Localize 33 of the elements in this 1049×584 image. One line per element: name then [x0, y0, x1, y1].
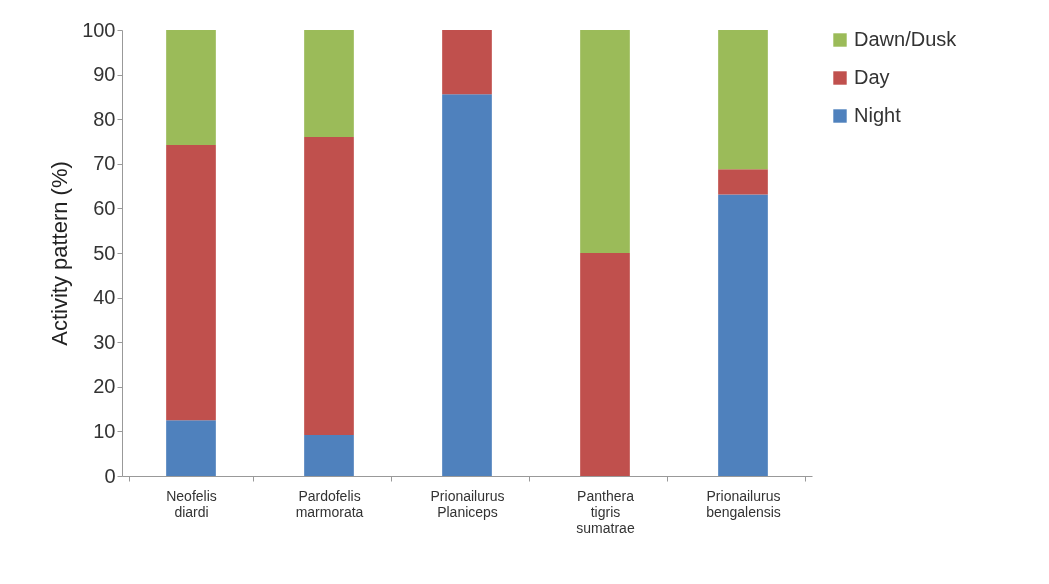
bar [304, 434, 354, 476]
y-tick-label: 30 [93, 330, 116, 353]
bar [304, 137, 354, 435]
y-tick-label: 20 [93, 375, 116, 398]
bar [304, 30, 354, 138]
y-tick-label: 70 [93, 152, 116, 175]
bar [166, 30, 216, 146]
bar [442, 94, 492, 476]
y-tick-label: 60 [93, 196, 116, 219]
y-tick-label: 10 [93, 419, 116, 442]
bar [718, 30, 768, 170]
x-tick-label: Prionailurus bengalensis [706, 487, 781, 520]
legend-label: Night [854, 104, 902, 126]
y-tick-label: 0 [104, 464, 116, 487]
legend-label: Day [854, 66, 890, 88]
x-tick-label: Pardofelis marmorata [295, 487, 364, 520]
bar [442, 30, 492, 95]
bar [718, 169, 768, 195]
y-axis-title: Activity pattern (%) [47, 161, 73, 346]
y-tick-label: 40 [93, 286, 116, 309]
bar [718, 194, 768, 476]
bar [580, 253, 630, 476]
x-tick-label: Prionailurus Planiceps [430, 487, 505, 520]
bar [166, 420, 216, 476]
y-tick-label: 100 [82, 18, 116, 41]
bar [580, 30, 630, 253]
y-tick-label: 80 [93, 107, 116, 130]
y-tick-label: 50 [93, 241, 116, 264]
bar [166, 145, 216, 421]
x-tick-label: Neofelis diardi [166, 487, 217, 520]
legend-label: Dawn/Dusk [854, 28, 958, 50]
x-tick-label: Panthera tigris sumatrae [576, 487, 635, 536]
y-tick-label: 90 [93, 63, 116, 86]
